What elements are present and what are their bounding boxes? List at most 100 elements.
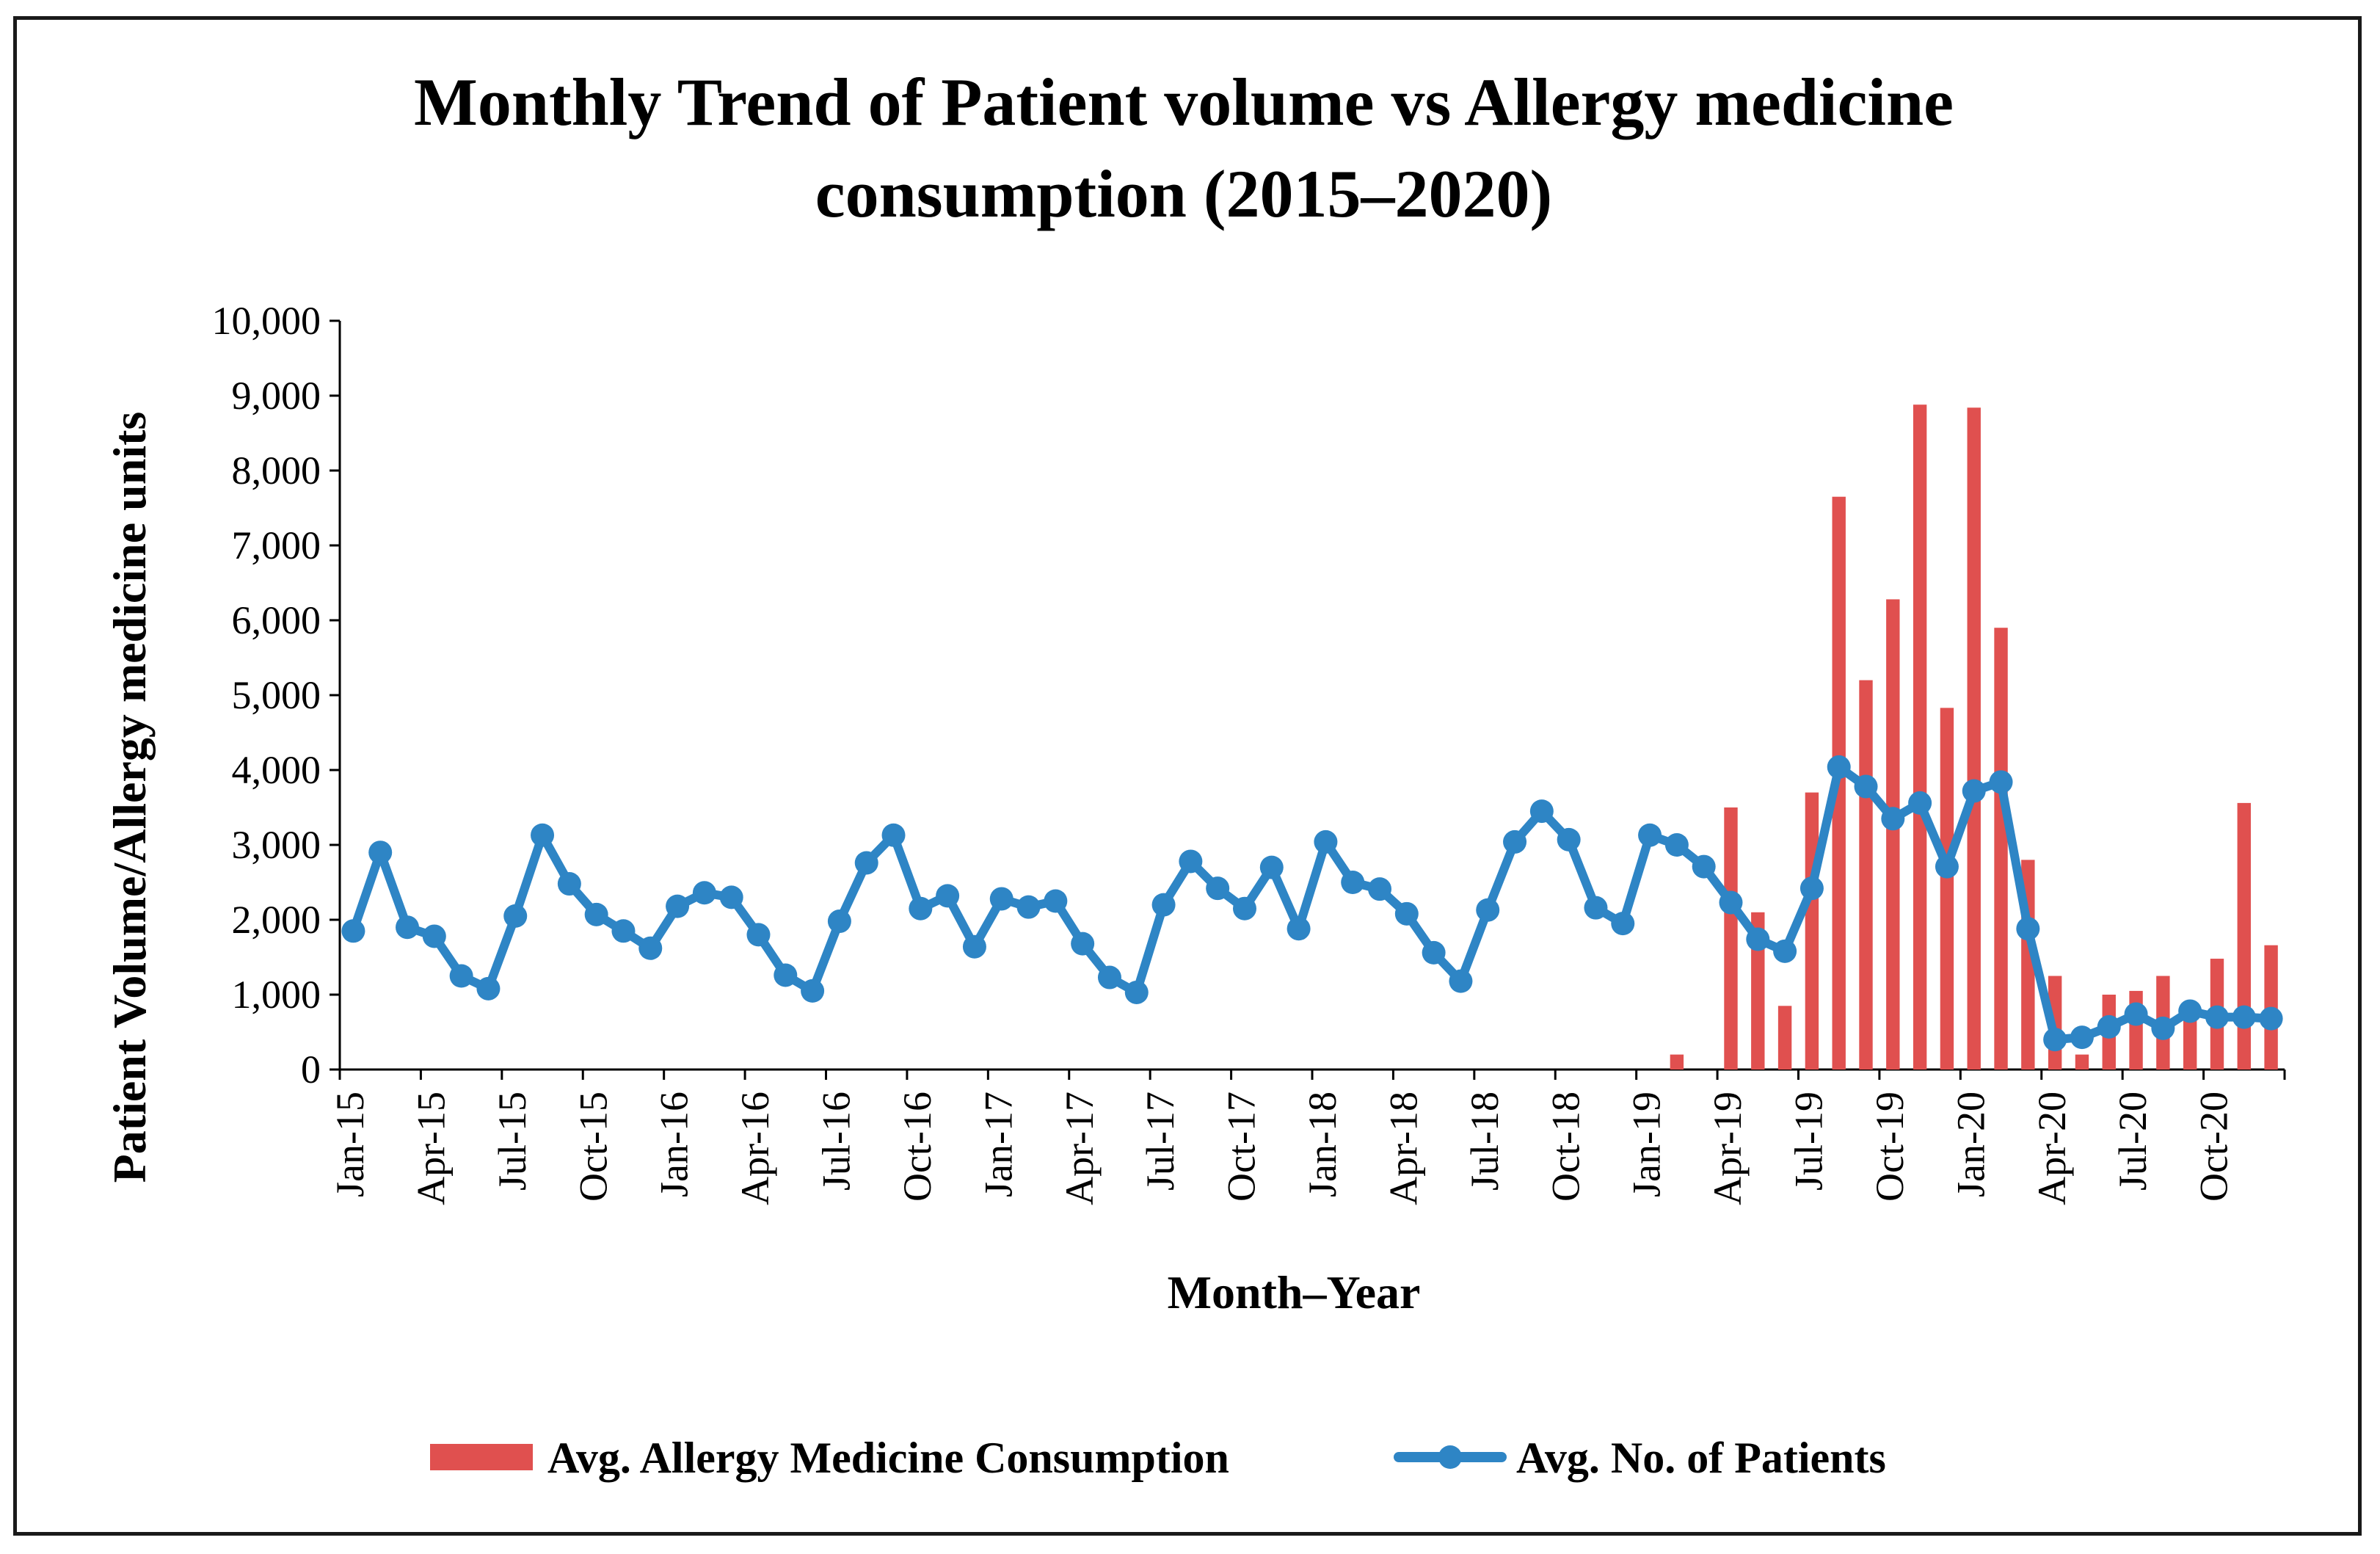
line-point [1206,876,1230,901]
line-point [1638,823,1662,847]
line-point [801,978,825,1003]
line-point [1287,917,1311,941]
line-point [1422,940,1446,965]
bar [1670,1054,1684,1070]
line-point [1341,871,1365,894]
line-point [1692,854,1716,879]
line-point [1773,939,1797,963]
series-line [349,762,2271,1045]
bar [1967,407,1981,1070]
line-point [854,851,878,875]
line-point [1097,965,1121,990]
line-point [341,919,365,943]
line-point [1394,901,1419,926]
bar [2237,802,2251,1070]
y-tick-label: 7,000 [232,523,321,567]
line-point [1719,890,1743,915]
x-tick-label: Jul-15 [490,1092,534,1191]
line-point [936,884,960,908]
x-axis-title: Month–Year [1168,1266,1421,1318]
chart-svg: Monthly Trend of Patient volume vs Aller… [103,65,2286,1482]
x-tick-label: Jul-20 [2111,1092,2155,1191]
line-point [1124,980,1149,1004]
line-point [1935,854,1959,879]
line-point [1503,829,1527,854]
y-tick-label: 6,000 [232,598,321,642]
line-point [1368,877,1392,901]
line-point [449,964,473,988]
line-point [1962,779,1986,803]
line-point [719,885,743,909]
line-point [1989,770,2013,794]
x-tick-label: Apr-16 [733,1092,777,1205]
line-point [1044,889,1068,913]
bar [1751,912,1765,1070]
legend-marker-patients [1438,1445,1462,1469]
x-tick-label: Apr-19 [1706,1092,1750,1205]
x-tick-label: Apr-15 [409,1092,453,1205]
y-ticks: 0 1,000 2,000 3,000 4,000 5,000 6,000 7,000 8,00… [212,299,340,1092]
line-point [1664,833,1689,857]
line-point [2070,1025,2094,1050]
line-point [1746,927,1770,951]
x-tick-label: Apr-18 [1381,1092,1425,1205]
line-point [1557,827,1581,852]
chart-title-line-2: consumption (2015–2020) [815,156,1552,231]
line-point [962,934,986,959]
line-point [692,881,716,905]
bar-series [1670,404,2278,1070]
line-point [611,919,636,943]
line-point [422,924,446,948]
y-tick-label: 3,000 [232,823,321,867]
line-point [1881,807,1905,831]
line-point [368,840,393,865]
x-tick-label: Oct-18 [1543,1092,1587,1202]
line-point [881,823,906,847]
bar [1913,404,1927,1070]
line-point [2124,1002,2148,1026]
line-point [1259,855,1284,879]
legend-label-patients: Avg. No. of Patients [1516,1434,1886,1482]
line-point [638,936,663,960]
chart-container: Monthly Trend of Patient volume vs Aller… [13,16,2362,1536]
y-tick-label: 0 [301,1048,321,1092]
x-tick-label: Apr-17 [1058,1092,1102,1205]
line-point [1584,896,1608,920]
y-tick-label: 5,000 [232,673,321,717]
line-point [666,894,690,918]
line-point [2097,1014,2121,1039]
x-tick-label: Jul-17 [1138,1092,1182,1191]
line-point [1016,895,1041,919]
line-point [396,915,420,940]
x-tick-label: Oct-19 [1868,1092,1912,1202]
line-point [503,904,528,928]
line-point [557,872,581,896]
line-point [909,896,933,921]
x-tick-label: Jan-20 [1948,1092,1993,1197]
y-tick-label: 4,000 [232,748,321,792]
line-point [1232,896,1256,921]
line-point [1799,876,1824,901]
bar [2075,1054,2089,1070]
line-point [531,823,555,847]
bar [1724,807,1738,1070]
chart-title-line-1: Monthly Trend of Patient volume vs Aller… [414,65,1954,139]
x-tick-label: Jul-19 [1787,1092,1831,1191]
y-tick-label: 9,000 [232,374,321,418]
x-tick-label: Jan-19 [1625,1092,1669,1197]
y-tick-label: 10,000 [212,299,321,343]
line-point [1854,774,1878,799]
line-point [1449,969,1473,993]
line-point [2178,999,2202,1023]
line-point [1071,932,1095,956]
bar [1859,680,1873,1070]
line-point [1476,898,1500,922]
line-point [746,923,771,947]
y-tick-label: 1,000 [232,973,321,1017]
x-tick-label: Jan-16 [652,1092,696,1197]
line-point [2016,917,2040,941]
line-point [1314,829,1338,854]
x-tick-label: Jan-17 [976,1092,1020,1197]
x-tick-label: Jul-18 [1463,1092,1507,1191]
y-axis-title: Patient Volume/Allergy medicine units [103,412,156,1183]
